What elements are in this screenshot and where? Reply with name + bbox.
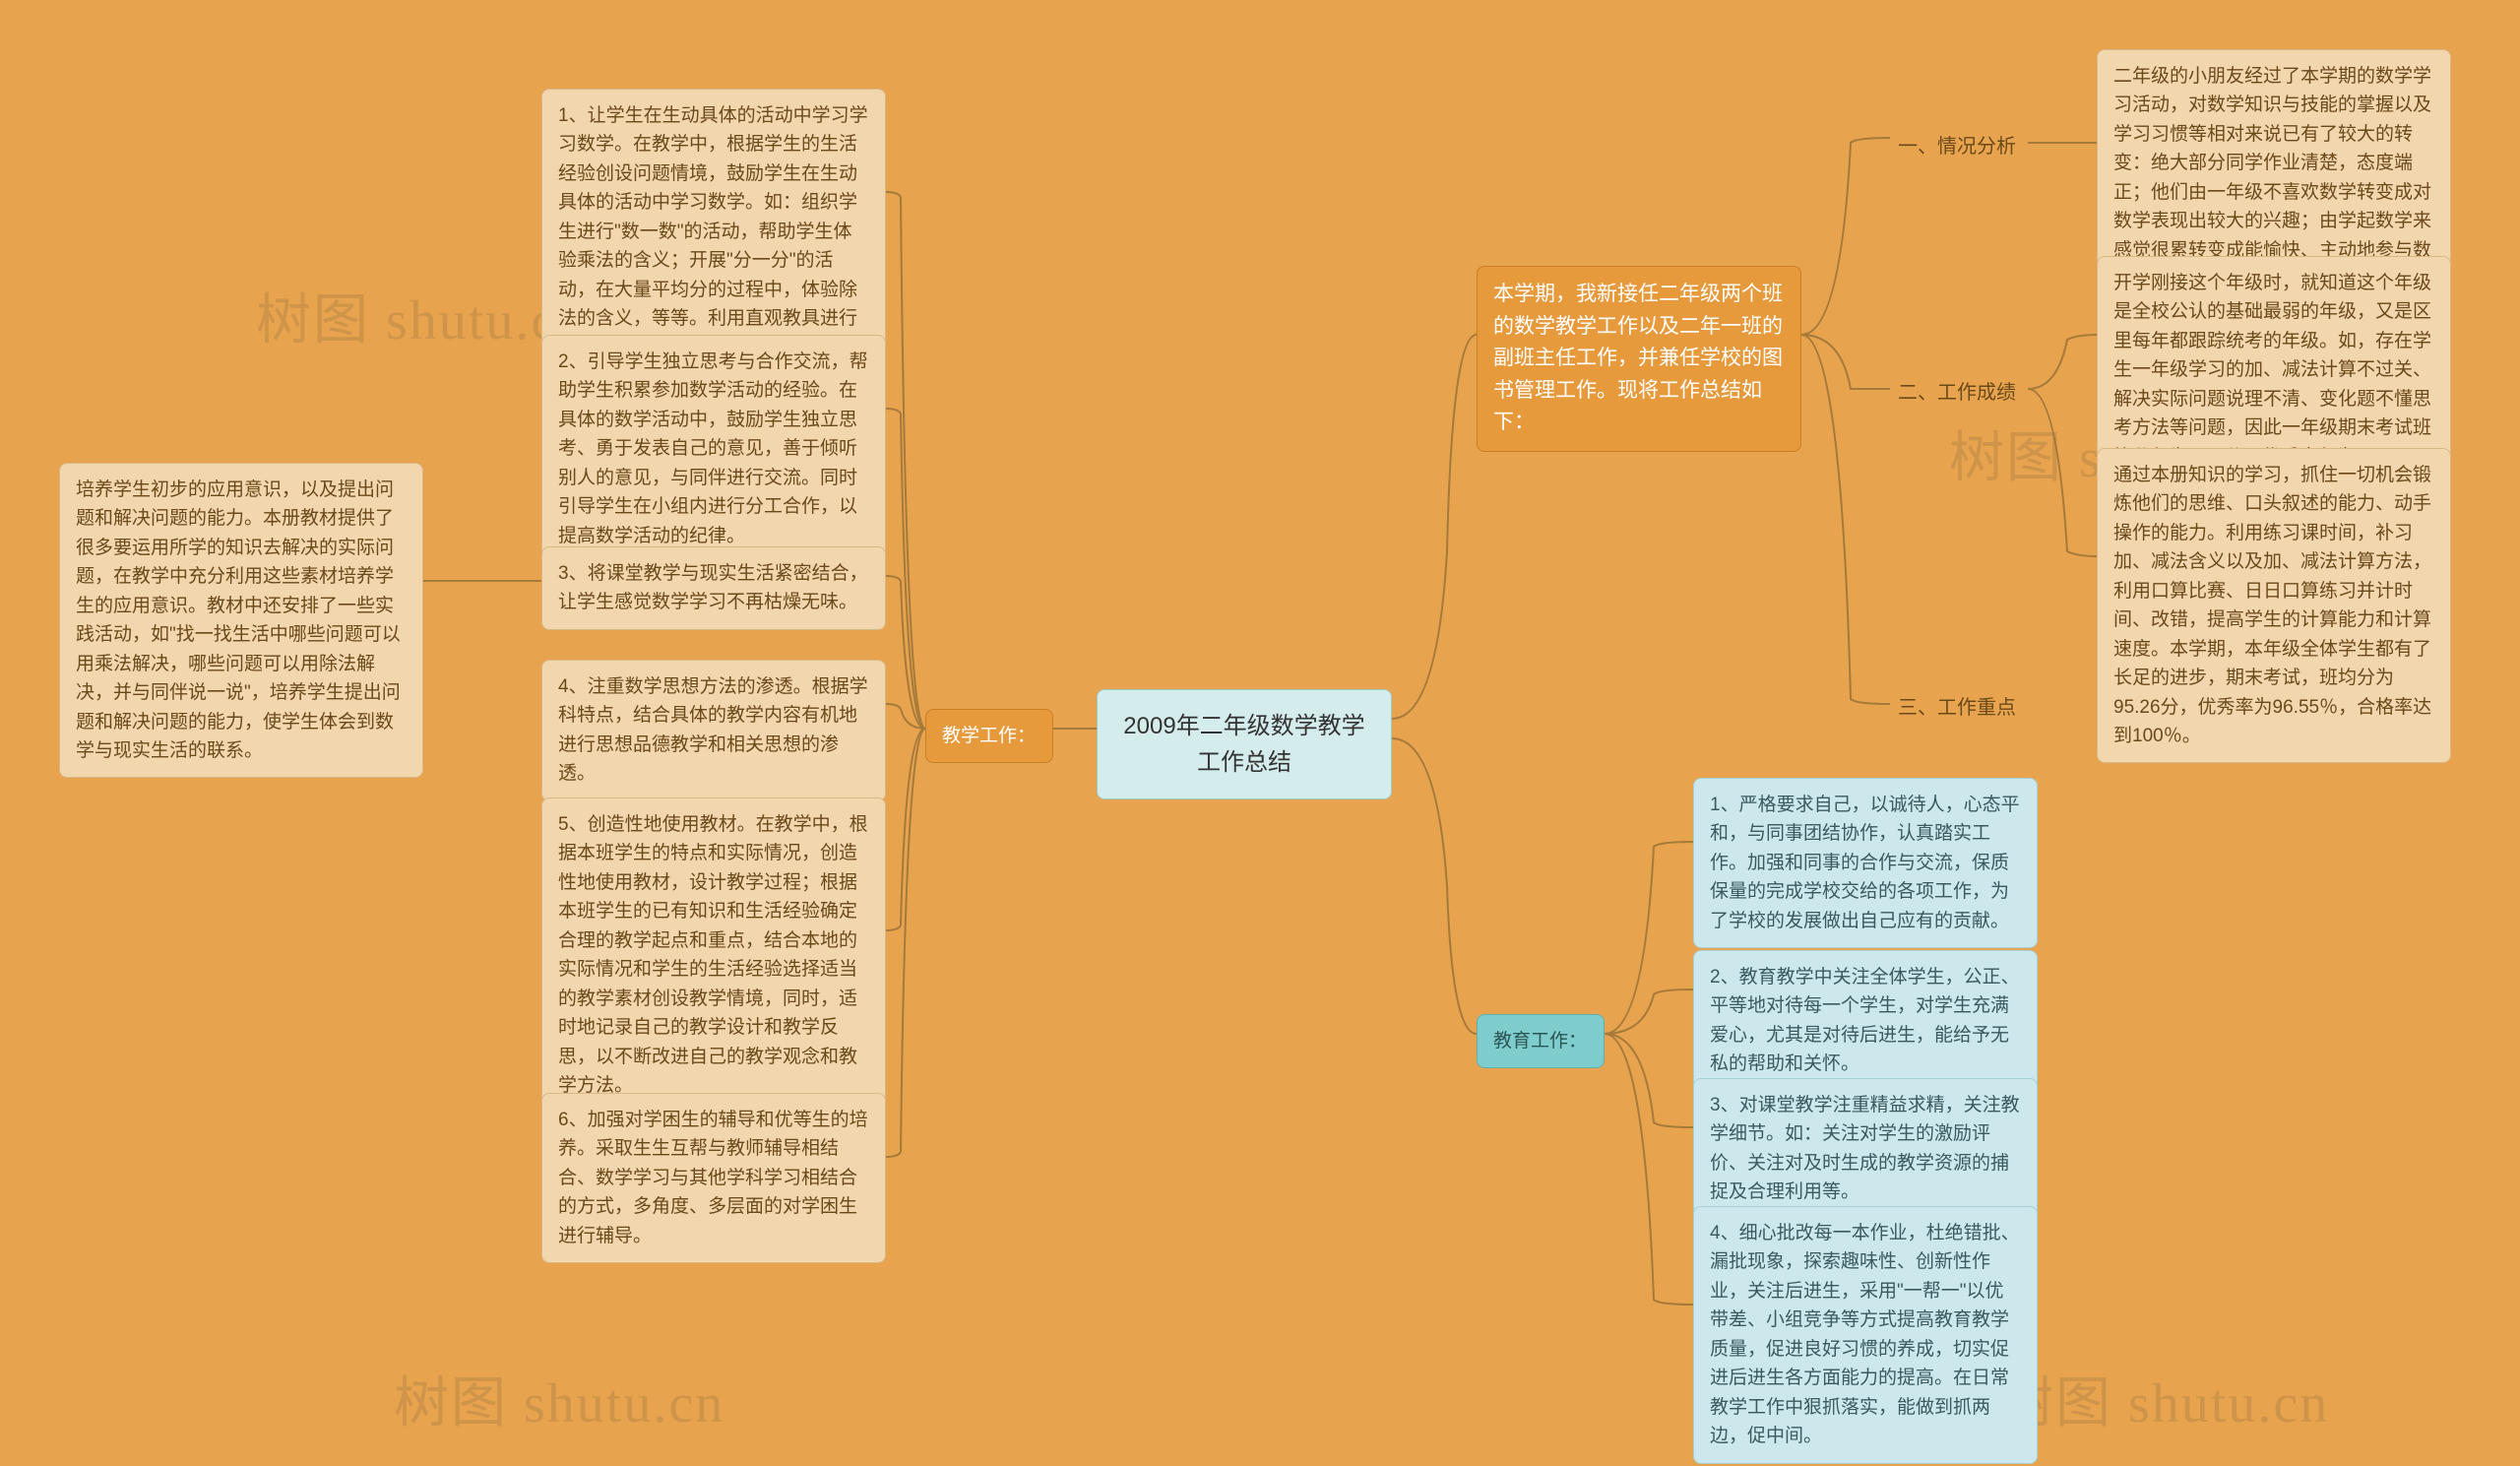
branch-semester-intro[interactable]: 本学期，我新接任二年级两个班的数学教学工作以及二年一班的副班主任工作，并兼任学校… bbox=[1477, 266, 1801, 452]
branch-teaching-work[interactable]: 教学工作： bbox=[925, 709, 1053, 763]
watermark: 树图 shutu.cn bbox=[1998, 1359, 2329, 1438]
root-node[interactable]: 2009年二年级数学教学工作总结 bbox=[1097, 689, 1392, 799]
education-item-2[interactable]: 2、教育教学中关注全体学生，公正、平等地对待每一个学生，对学生充满爱心，尤其是对… bbox=[1693, 950, 2038, 1092]
education-item-1[interactable]: 1、严格要求自己，以诚待人，心态平和，与同事团结协作，认真踏实工作。加强和同事的… bbox=[1693, 778, 2038, 948]
branch-education-work[interactable]: 教育工作： bbox=[1477, 1014, 1605, 1068]
work-results-text-2[interactable]: 通过本册知识的学习，抓住一切机会锻炼他们的思维、口头叙述的能力、动手操作的能力。… bbox=[2097, 448, 2451, 763]
watermark: 树图 shutu.cn bbox=[394, 1359, 724, 1438]
teaching-item-3[interactable]: 3、将课堂教学与现实生活紧密结合，让学生感觉数学学习不再枯燥无味。 bbox=[541, 546, 886, 630]
teaching-item-3-sub[interactable]: 培养学生初步的应用意识，以及提出问题和解决问题的能力。本册教材提供了很多要运用所… bbox=[59, 463, 423, 778]
teaching-item-5[interactable]: 5、创造性地使用教材。在教学中，根据本班学生的特点和实际情况，创造性地使用教材，… bbox=[541, 797, 886, 1113]
teaching-item-2[interactable]: 2、引导学生独立思考与合作交流，帮助学生积累参加数学活动的经验。在具体的数学活动… bbox=[541, 335, 886, 563]
section-situation-analysis[interactable]: 一、情况分析 bbox=[1890, 128, 2024, 166]
section-work-focus[interactable]: 三、工作重点 bbox=[1890, 689, 2024, 728]
teaching-item-6[interactable]: 6、加强对学困生的辅导和优等生的培养。采取生生互帮与教师辅导相结合、数学学习与其… bbox=[541, 1093, 886, 1263]
watermark: 树图 shutu.cn bbox=[256, 276, 587, 355]
section-work-results[interactable]: 二、工作成绩 bbox=[1890, 374, 2024, 413]
education-item-3[interactable]: 3、对课堂教学注重精益求精，关注教学细节。如：关注对学生的激励评价、关注对及时生… bbox=[1693, 1078, 2038, 1220]
education-item-4[interactable]: 4、细心批改每一本作业，杜绝错批、漏批现象，探索趣味性、创新性作业，关注后进生，… bbox=[1693, 1206, 2038, 1464]
teaching-item-4[interactable]: 4、注重数学思想方法的渗透。根据学科特点，结合具体的教学内容有机地进行思想品德教… bbox=[541, 660, 886, 801]
